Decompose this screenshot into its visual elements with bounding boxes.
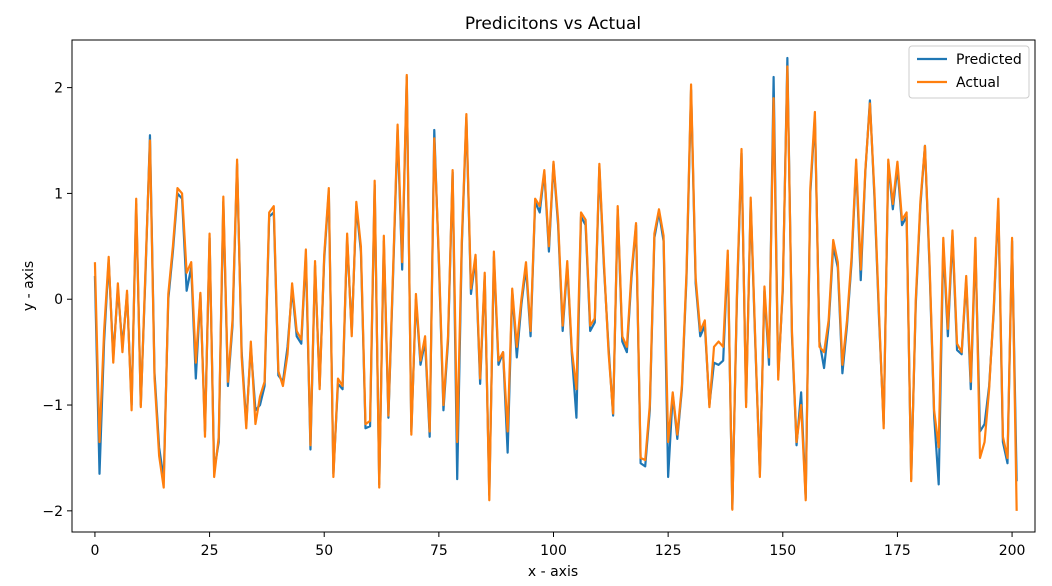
x-tick-label: 125 bbox=[655, 543, 682, 559]
y-tick-label: −2 bbox=[42, 504, 63, 520]
legend: Predicted Actual bbox=[908, 45, 1030, 99]
y-tick-label: 2 bbox=[54, 81, 63, 97]
y-tick-label: −1 bbox=[42, 398, 63, 414]
x-axis-label: x - axis bbox=[528, 564, 578, 580]
legend-label-actual: Actual bbox=[956, 75, 1000, 91]
y-tick-label: 1 bbox=[54, 186, 63, 202]
x-tick-label: 100 bbox=[540, 543, 567, 559]
x-tick-label: 150 bbox=[769, 543, 796, 559]
y-axis-label: y - axis bbox=[21, 261, 37, 311]
x-axis: 0 25 50 75 100 125 150 175 200 bbox=[90, 532, 1025, 559]
x-tick-label: 200 bbox=[999, 543, 1026, 559]
x-tick-label: 50 bbox=[315, 543, 333, 559]
legend-label-predicted: Predicted bbox=[956, 52, 1022, 68]
series-layer bbox=[93, 56, 1018, 511]
series-line-actual bbox=[93, 65, 1018, 511]
chart-title: Predicitons vs Actual bbox=[465, 14, 641, 34]
x-tick-label: 0 bbox=[90, 543, 99, 559]
x-tick-label: 25 bbox=[201, 543, 219, 559]
y-axis: −2 −1 0 1 2 bbox=[42, 81, 72, 520]
x-tick-label: 75 bbox=[430, 543, 448, 559]
y-tick-label: 0 bbox=[54, 292, 63, 308]
x-tick-label: 175 bbox=[884, 543, 911, 559]
